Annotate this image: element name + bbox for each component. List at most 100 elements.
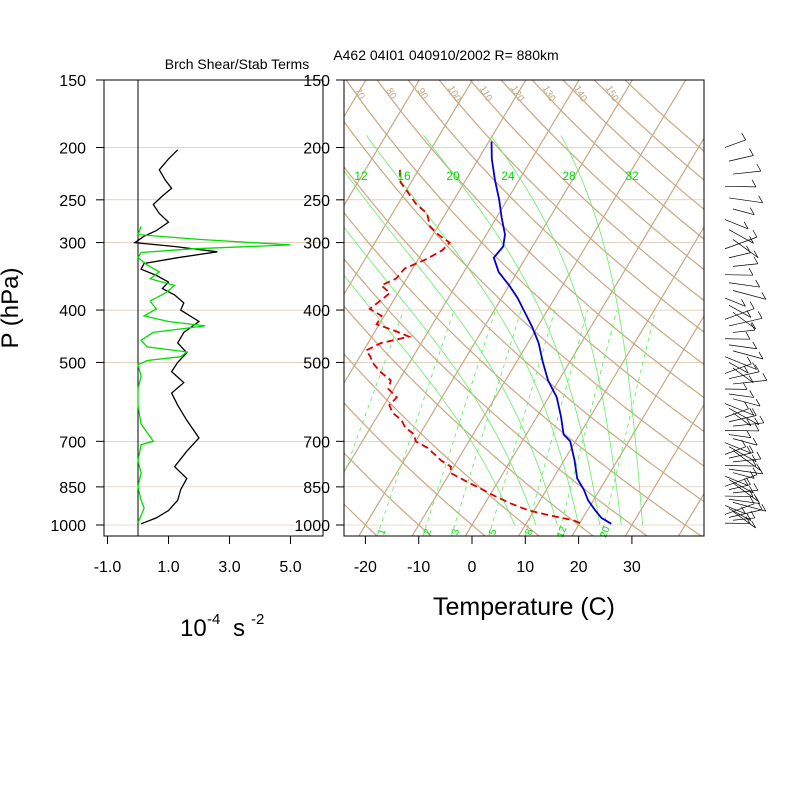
wind-barb-staff xyxy=(728,362,749,374)
wind-barb-flag xyxy=(752,229,758,238)
wind-barb-flag xyxy=(758,195,763,203)
dry-adiabat-line xyxy=(500,80,704,271)
pressure-tick-label: 500 xyxy=(303,355,330,372)
isotherm-line xyxy=(344,80,367,118)
wind-barb-staff xyxy=(728,452,754,459)
dry-adiabat-label: 70 xyxy=(352,86,367,102)
x-label-base: 10 xyxy=(180,615,207,642)
wind-barb-staff xyxy=(728,393,754,398)
wind-barb-flag xyxy=(752,341,758,349)
mixing-ratio-line xyxy=(488,309,556,536)
moist-adiabat-label: 28 xyxy=(562,169,576,183)
moist-adiabat-label: 16 xyxy=(397,169,411,183)
wind-barb-staff xyxy=(724,356,757,370)
wind-barb-staff xyxy=(728,484,751,490)
mixing-ratio-line xyxy=(376,309,455,536)
left-x-axis-label: 10 -4 s -2 xyxy=(180,611,264,642)
dry-adiabat-label: 140 xyxy=(571,84,589,104)
isotherm-line xyxy=(411,80,687,536)
dry-adiabat-label: 110 xyxy=(477,84,495,104)
wind-barb-flag xyxy=(749,301,755,309)
wind-barb-staff xyxy=(728,434,751,438)
wind-barb-staff xyxy=(728,305,752,318)
wind-barb-flag xyxy=(750,322,756,331)
wind-barb-flag xyxy=(756,451,762,460)
left-panel-frame xyxy=(103,79,324,537)
dry-adiabat-line xyxy=(31,64,323,537)
wind-barb-staff xyxy=(728,407,759,426)
dry-adiabat-label: 80 xyxy=(383,86,398,102)
dry-adiabat-label: 150 xyxy=(603,84,621,104)
wind-barb-flag xyxy=(749,471,755,479)
wind-barb-staff xyxy=(728,229,754,244)
wind-barb-staff xyxy=(728,252,751,259)
mixing-ratio-label: 3 xyxy=(450,527,462,536)
isotherm-line xyxy=(571,314,704,536)
dry-adiabat-label: 90 xyxy=(415,86,430,102)
dewpoint-profile-line xyxy=(364,169,583,525)
left-pressure-gridlines xyxy=(104,79,323,526)
wind-barb-staff xyxy=(732,511,756,529)
dry-adiabat-line xyxy=(407,80,704,366)
wind-barb-staff xyxy=(724,474,758,487)
dry-adiabat-line xyxy=(344,503,378,536)
wind-barb-staff xyxy=(724,408,749,418)
wind-barb-staff xyxy=(724,308,755,320)
wind-barb-staff xyxy=(732,412,752,427)
temperature-tick-label: 20 xyxy=(570,559,588,576)
wind-barb-flag xyxy=(753,250,759,258)
wind-barb-flag xyxy=(741,506,746,514)
left-pressure-ticks: 150 200 250 300 400 500 700 850 1000 xyxy=(50,73,104,535)
wind-barb-staff xyxy=(724,430,760,432)
dry-adiabat-line xyxy=(469,80,704,302)
wind-barb-flag xyxy=(756,163,762,172)
wind-barb-staff xyxy=(732,398,761,407)
wind-barb-staff xyxy=(724,185,757,188)
wind-barb-staff xyxy=(724,442,752,454)
pressure-tick-label: 300 xyxy=(59,236,86,253)
pressure-tick-label: 200 xyxy=(59,140,86,157)
isotherm-lines xyxy=(0,64,704,537)
isobar-gridlines xyxy=(344,80,704,526)
wind-barb-staff xyxy=(732,350,764,360)
wind-barb-staff xyxy=(724,475,749,486)
isotherm-line xyxy=(0,64,269,537)
temperature-axis-label: Temperature (C) xyxy=(433,593,615,621)
shear-stability-panel: 150 200 250 300 400 500 700 850 1000 -1.0 1.0 3.0 5… xyxy=(0,73,324,642)
pressure-tick-label: 700 xyxy=(303,434,330,451)
moist-adiabat-line xyxy=(423,135,601,526)
wind-barb-staff xyxy=(724,219,749,230)
x-label-unit-exponent: -2 xyxy=(251,611,264,628)
x-tick-label: 3.0 xyxy=(218,559,240,576)
wind-barb-flag xyxy=(750,510,756,519)
isotherm-line xyxy=(624,403,704,536)
wind-barb-staff xyxy=(728,155,754,162)
wind-barb-flag xyxy=(746,477,751,485)
wind-barb-staff xyxy=(732,380,767,385)
isotherm-line xyxy=(344,80,420,207)
dry-adiabat-line xyxy=(438,80,704,333)
wind-barb-flag xyxy=(747,356,752,365)
pressure-tick-label: 250 xyxy=(303,193,330,210)
dry-adiabat-label: 120 xyxy=(508,84,526,104)
shear-series-line xyxy=(133,149,218,525)
wind-barb-flag xyxy=(749,207,755,215)
wind-barb-flag xyxy=(745,516,751,524)
dry-adiabat-line xyxy=(344,305,595,536)
temperature-profile-line xyxy=(490,141,612,525)
wind-barb-flag xyxy=(761,503,767,512)
pressure-tick-label: 400 xyxy=(303,303,330,320)
wind-barb-staff xyxy=(728,197,763,204)
isotherm-line xyxy=(464,137,704,536)
wind-barb-flag xyxy=(751,321,756,330)
pressure-tick-label: 300 xyxy=(303,236,330,253)
moist-adiabat-label: 32 xyxy=(625,169,639,183)
wind-barb-staff xyxy=(732,422,764,427)
moist-adiabat-label: 12 xyxy=(354,169,368,183)
wind-barb-staff xyxy=(732,239,759,258)
mixing-ratio-label: 20 xyxy=(598,525,612,540)
mixing-ratio-label: 2 xyxy=(422,527,434,536)
wind-barb-staff xyxy=(728,468,763,475)
x-label-exponent: -4 xyxy=(207,611,220,628)
wind-barb-flag xyxy=(743,221,749,230)
